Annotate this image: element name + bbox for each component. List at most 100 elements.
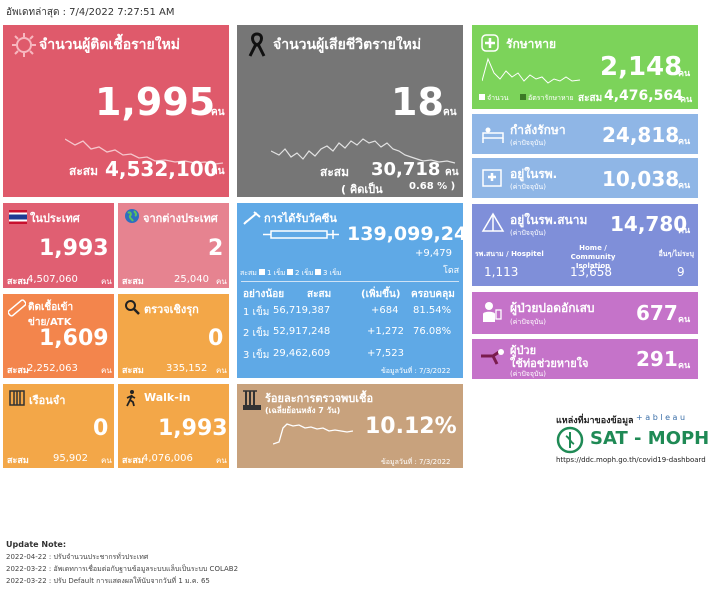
deaths-sparkline — [271, 138, 456, 164]
positivity-title: ร้อยละการตรวจพบเชื้อ — [265, 392, 374, 405]
local-value: 1,993 — [39, 236, 109, 261]
deaths-cum-value: 30,718 — [371, 159, 441, 180]
ventilator-sub: (ค่าปัจจุบัน) — [510, 370, 546, 378]
thai-flag-icon — [9, 209, 27, 224]
atk-cases-card[interactable]: ติดเชื้อเข้าข่าย/ATK 1,609 สะสม 2,252,06… — [3, 294, 114, 378]
new-cases-sparkline — [65, 138, 224, 165]
recovered-unit: คน — [678, 69, 691, 79]
walkin-cases-card[interactable]: Walk-in 1,993 สะสม 4,076,006 คน — [118, 384, 229, 468]
hospital-bed-icon — [481, 122, 505, 144]
positivity-card[interactable]: ร้อยละการตรวจพบเชื้อ (เฉลี่ยย้อนหลัง 7 ว… — [237, 384, 463, 468]
prison-title: เรือนจำ — [29, 394, 66, 407]
vaccine-today: +9,479 — [415, 248, 453, 259]
vaccine-legend-label: สะสม — [240, 269, 257, 277]
walkin-cum-label: สะสม — [122, 456, 144, 466]
vaccine-row-1-dose: 1 เข็ม — [243, 307, 270, 318]
in-hospital-sub: (ค่าปัจจุบัน) — [510, 183, 546, 191]
deaths-title: จำนวนผู้เสียชีวิตรายใหม่ — [273, 37, 422, 53]
recovered-legend-1: จำนวน — [487, 94, 509, 102]
source-url[interactable]: https://ddc.moph.go.th/covid19-dashboard — [556, 456, 706, 464]
ventilator-tube-icon — [479, 348, 505, 368]
vaccine-total: 139,099,244 — [347, 223, 463, 245]
in-treatment-unit: คน — [678, 137, 691, 147]
deaths-pct-value: 0.68 % ) — [409, 181, 456, 192]
in-treatment-title: กำลังรักษา — [510, 123, 566, 137]
local-cases-card[interactable]: ในประเทศ 1,993 สะสม 4,507,060 คน — [3, 203, 114, 288]
prison-cum-label: สะสม — [7, 456, 29, 466]
sat-moph-brand: SAT - MOPH — [590, 428, 710, 449]
field-hospital-col-label-2: Home / Community Isolation — [570, 244, 616, 270]
vaccine-divider — [241, 281, 459, 282]
walkin-cum-value: 4,076,006 — [142, 453, 193, 464]
new-cases-cum-label: สะสม — [69, 164, 99, 178]
foreign-cases-card[interactable]: จากต่างประเทศ 2 สะสม 25,040 คน — [118, 203, 229, 288]
vaccine-header-dose: อย่างน้อย — [243, 289, 285, 300]
deaths-card[interactable]: จำนวนผู้เสียชีวิตรายใหม่ 18 คน สะสม 30,7… — [237, 25, 463, 197]
local-cum-label: สะสม — [7, 277, 29, 287]
walkin-cum-unit: คน — [216, 456, 227, 465]
vaccine-legend-swatch-1 — [259, 269, 265, 275]
atk-cum-label: สะสม — [7, 366, 29, 376]
pneumonia-title: ผู้ป่วยปอดอักเสบ — [510, 301, 595, 315]
vaccine-row-1-cov: 81.54% — [413, 305, 452, 316]
vaccine-legend-3: 3 เข็ม — [323, 269, 342, 277]
vaccine-row-3-inc: +7,523 — [367, 348, 405, 359]
pneumonia-unit: คน — [678, 315, 691, 325]
atk-cum-value: 2,252,063 — [27, 363, 78, 374]
field-hospital-col-value-3: 9 — [677, 265, 685, 279]
recovered-card[interactable]: รักษาหาย 2,148 คน จำนวน อัตรารักษาหาย สะ… — [472, 25, 698, 109]
new-cases-value: 1,995 — [95, 80, 216, 124]
recovered-legend-2-swatch — [520, 94, 526, 100]
update-note-line: 2022-03-22 : อัพเดทการเชื่อมต่อกับฐานข้อ… — [6, 565, 239, 573]
vaccine-row-2-cov: 76.08% — [413, 326, 452, 337]
ventilator-card[interactable]: ผู้ป่วย ใช้ท่อช่วยหายใจ (ค่าปัจจุบัน) 29… — [472, 339, 698, 379]
in-treatment-card[interactable]: กำลังรักษา (ค่าปัจจุบัน) 24,818 คน — [472, 114, 698, 154]
virus-icon — [11, 32, 37, 58]
field-hospital-col-label-3: อื่นๆ/ไม่ระบุ — [658, 250, 694, 258]
new-cases-card[interactable]: จำนวนผู้ติดเชื้อรายใหม่ 1,995 คน สะสม 4,… — [3, 25, 229, 197]
prison-cases-card[interactable]: เรือนจำ 0 สะสม 95,902 คน — [3, 384, 114, 468]
vaccine-legend-1: 1 เข็ม — [267, 269, 286, 277]
syringe-icon — [243, 210, 261, 225]
ventilator-unit: คน — [678, 361, 691, 371]
foreign-title: จากต่างประเทศ — [143, 212, 218, 225]
foreign-value: 2 — [208, 236, 224, 261]
vaccine-row-1-cum: 56,719,387 — [273, 305, 331, 316]
patient-icon — [481, 300, 503, 324]
ventilator-title-1: ผู้ป่วย — [510, 344, 537, 357]
ribbon-icon — [247, 31, 267, 57]
field-hospital-card[interactable]: อยู่ในรพ.สนาม (ค่าปัจจุบัน) 14,780 คน รพ… — [472, 204, 698, 286]
recovered-legend-2: อัตรารักษาหาย — [528, 94, 574, 102]
recovered-value: 2,148 — [600, 52, 683, 82]
deaths-pct-label: ( คิดเป็น — [341, 183, 383, 196]
field-hospital-col-value-1: 1,113 — [484, 265, 519, 279]
vaccine-row-3-cum: 29,462,609 — [273, 348, 331, 359]
walking-person-icon — [124, 389, 138, 407]
atk-cum-unit: คน — [101, 366, 112, 375]
vaccine-title: การได้รับวัคซีน — [264, 212, 337, 225]
field-hospital-value: 14,780 — [610, 212, 688, 236]
moph-seal-icon — [556, 426, 584, 454]
field-hospital-title: อยู่ในรพ.สนาม — [510, 213, 588, 227]
new-cases-cum-value: 4,532,100 — [105, 157, 218, 181]
vaccine-row-2-dose: 2 เข็ม — [243, 328, 270, 339]
atk-value: 1,609 — [39, 326, 109, 351]
field-hospital-col-label-1: รพ.สนาม / Hospitel — [475, 250, 544, 258]
proactive-cases-card[interactable]: ตรวจเชิงรุก 0 สะสม 335,152 คน — [118, 294, 229, 378]
field-hospital-unit: คน — [678, 226, 691, 236]
recovered-cum-unit: คน — [680, 95, 693, 105]
vaccine-legend-2: 2 เข็ม — [295, 269, 314, 277]
recovered-cum-value: 4,476,564 — [604, 88, 683, 104]
new-cases-title: จำนวนผู้ติดเชื้อรายใหม่ — [39, 37, 181, 53]
pneumonia-value: 677 — [636, 301, 678, 325]
proactive-cum-unit: คน — [216, 366, 227, 375]
positivity-footnote: ข้อมูลวันที่ : 7/3/2022 — [381, 458, 451, 466]
pneumonia-card[interactable]: ผู้ป่วยปอดอักเสบ (ค่าปัจจุบัน) 677 คน — [472, 292, 698, 334]
foreign-cum-unit: คน — [216, 277, 227, 286]
deaths-cum-unit: คน — [445, 167, 459, 178]
vaccine-card[interactable]: การได้รับวัคซีน 139,099,244 +9,479 โดส ส… — [237, 203, 463, 378]
vaccine-row-1-inc: +684 — [371, 305, 399, 316]
in-hospital-card[interactable]: อยู่ในรพ. (ค่าปัจจุบัน) 10,038 คน — [472, 158, 698, 198]
ventilator-value: 291 — [636, 347, 678, 371]
atk-test-icon — [7, 299, 27, 317]
